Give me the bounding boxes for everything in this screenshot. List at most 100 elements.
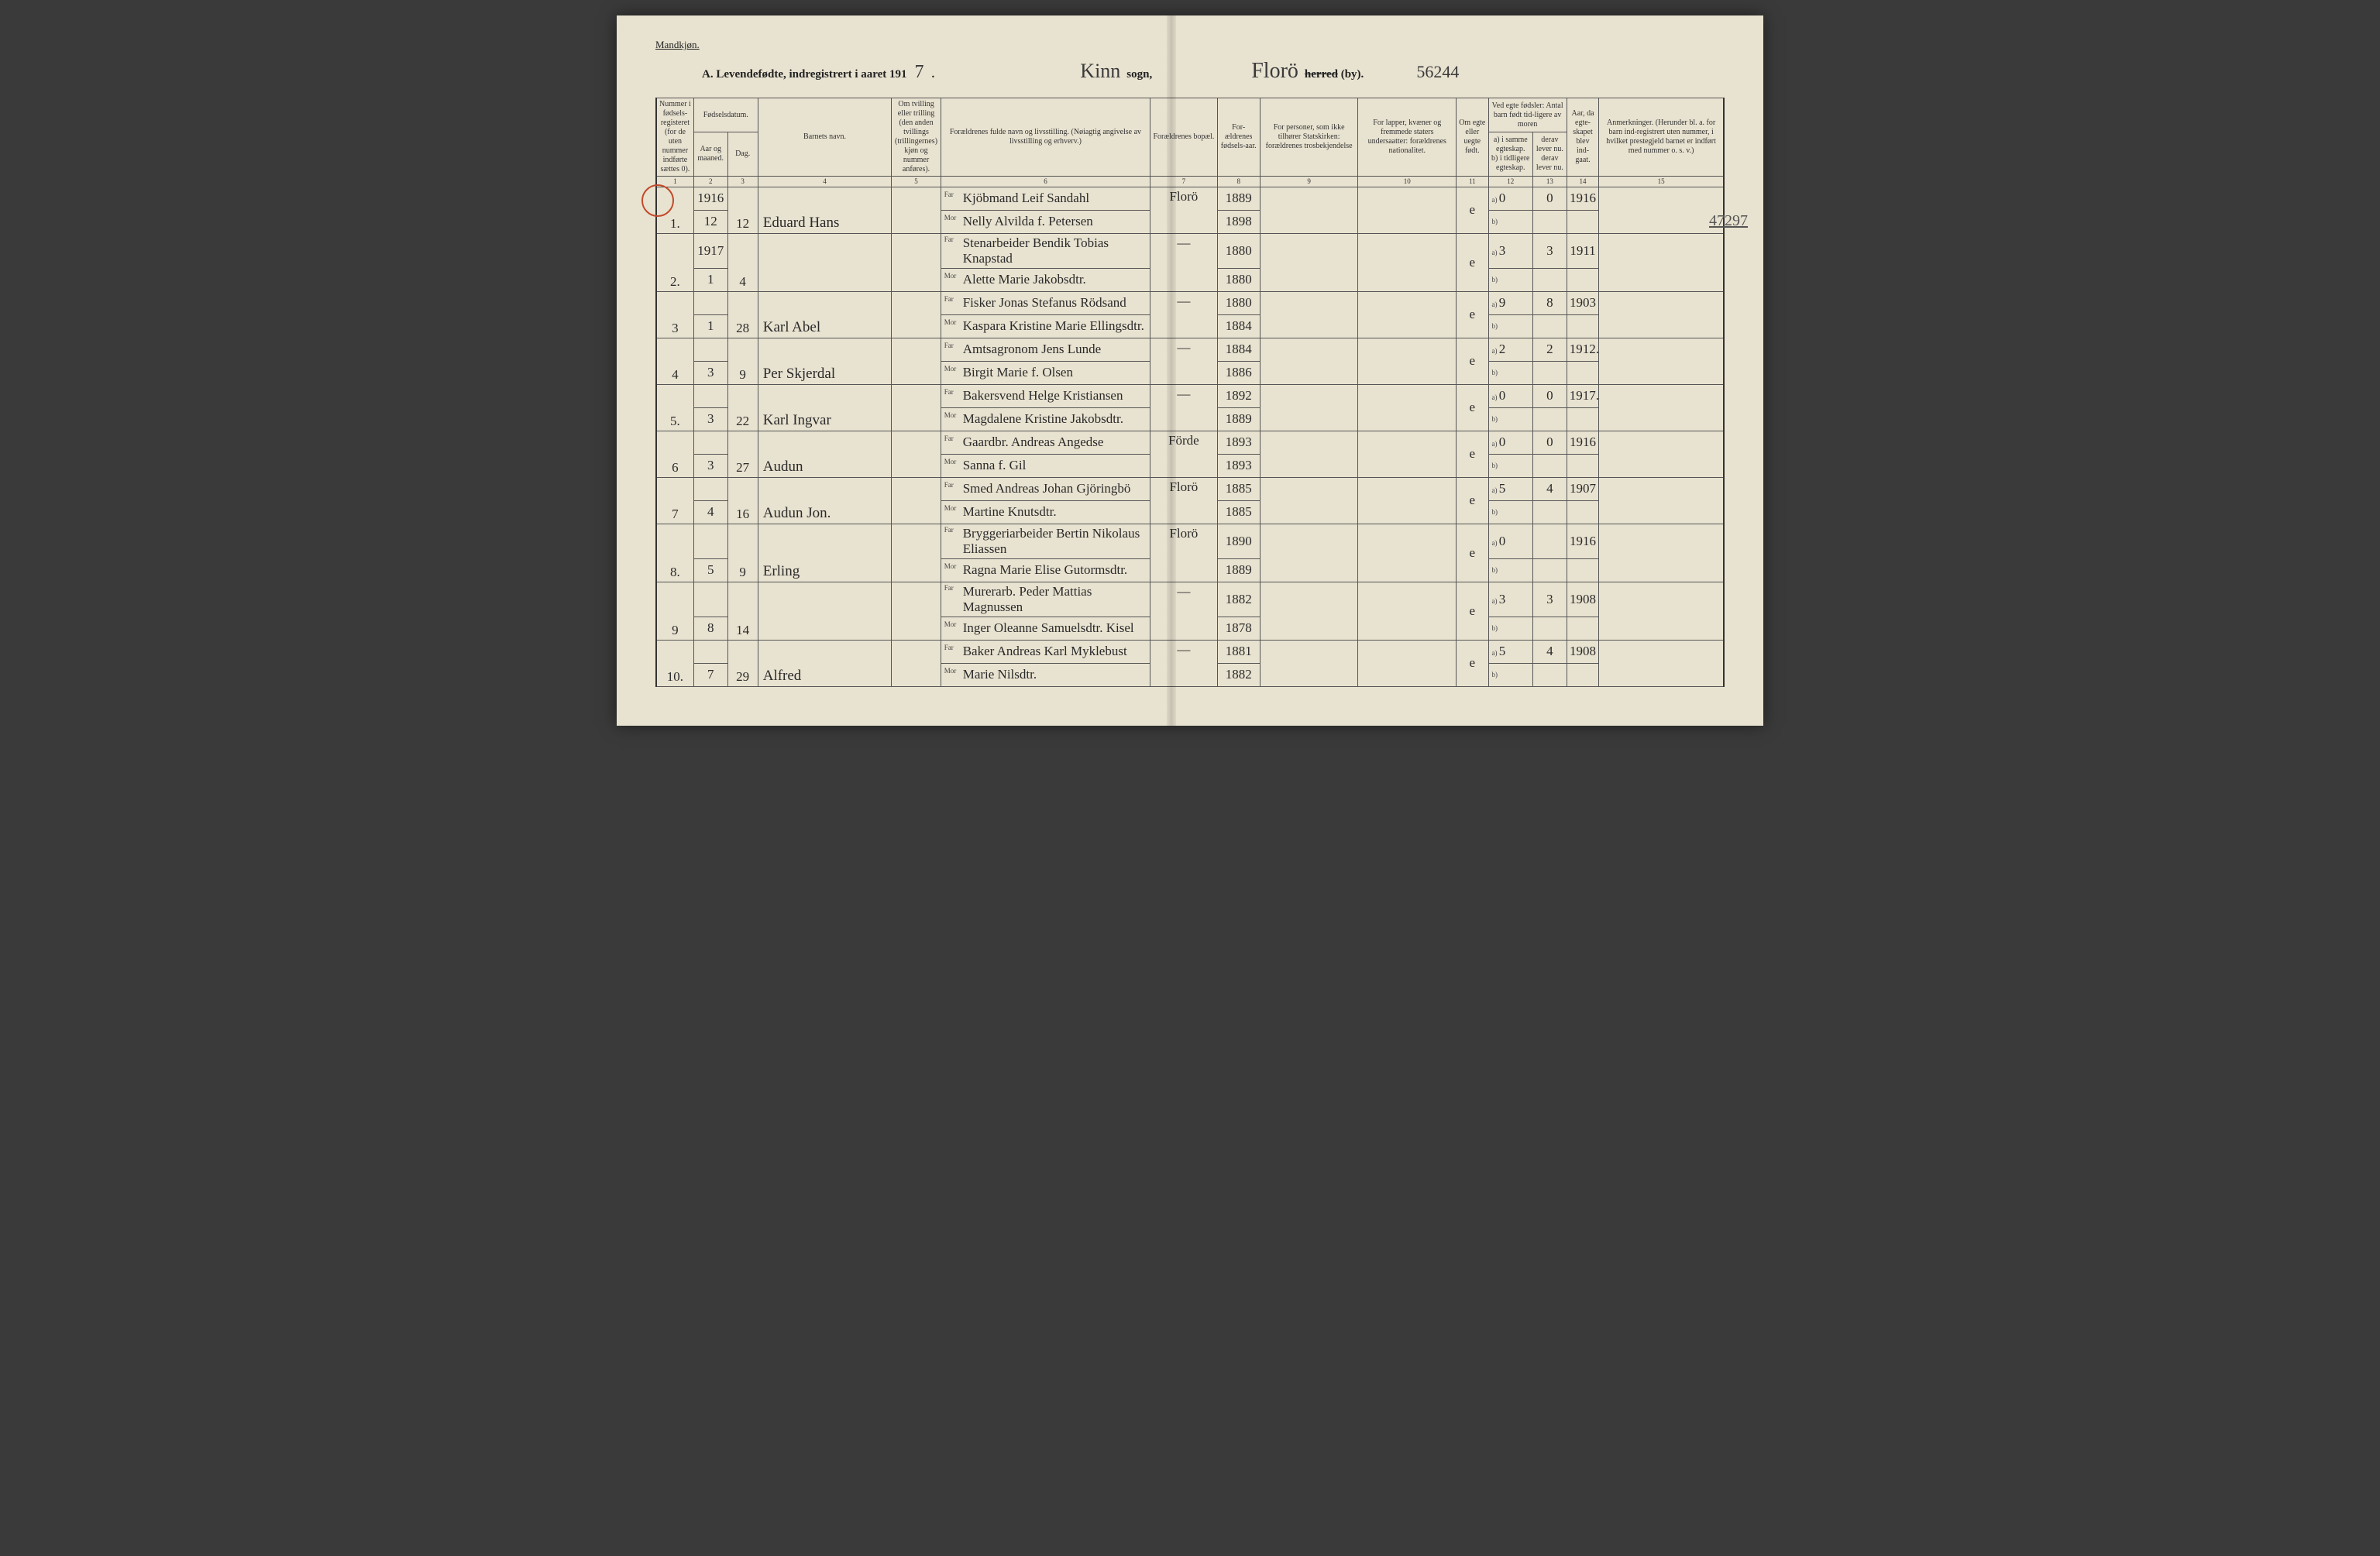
residence: Förde (1150, 431, 1217, 477)
year-month (693, 582, 727, 617)
remarks (1599, 524, 1724, 582)
residence: Florö (1150, 524, 1217, 582)
twin-col (892, 582, 941, 640)
child-name: Alfred (758, 640, 892, 686)
nationality (1358, 187, 1457, 233)
prior-children-a: a) 0 (1488, 431, 1533, 454)
prior-children-b: b) (1488, 210, 1533, 233)
marriage-year-b (1567, 314, 1598, 338)
col-6-header: Forældrenes fulde navn og livsstilling. … (941, 98, 1150, 177)
col-12-header: a) i samme egteskap. b) i tidligere egte… (1488, 132, 1533, 177)
father-birth-year: 1890 (1217, 524, 1260, 558)
twin-col (892, 384, 941, 431)
mother-birth-year: 1893 (1217, 454, 1260, 477)
month: 8 (693, 617, 727, 640)
living-children: 0 (1533, 187, 1567, 210)
father-birth-year: 1889 (1217, 187, 1260, 210)
year-month (693, 524, 727, 558)
margin-number: 47297 (1709, 212, 1748, 230)
table-row: 8.9ErlingFarBryggeriarbeider Bertin Niko… (656, 524, 1724, 558)
father-cell: FarFisker Jonas Stefanus Rödsand (941, 291, 1150, 314)
table-row: 1.191612Eduard HansFarKjöbmand Leif Sand… (656, 187, 1724, 210)
nationality (1358, 338, 1457, 384)
day: 16 (727, 477, 758, 524)
father-cell: FarBakersvend Helge Kristiansen (941, 384, 1150, 407)
living-b (1533, 500, 1567, 524)
living-children: 2 (1533, 338, 1567, 361)
entry-number: 6 (656, 431, 693, 477)
year-month: 1916 (693, 187, 727, 210)
entry-number: 2. (656, 233, 693, 291)
living-b (1533, 663, 1567, 686)
year-month (693, 384, 727, 407)
day: 22 (727, 384, 758, 431)
day: 28 (727, 291, 758, 338)
mother-cell: MorInger Oleanne Samuelsdtr. Kisel (941, 617, 1150, 640)
prior-children-a: a) 2 (1488, 338, 1533, 361)
prior-children-a: a) 5 (1488, 640, 1533, 663)
prior-children-b: b) (1488, 500, 1533, 524)
mother-cell: MorBirgit Marie f. Olsen (941, 361, 1150, 384)
entry-number: 9 (656, 582, 693, 640)
nationality (1358, 640, 1457, 686)
living-b (1533, 558, 1567, 582)
marriage-year: 1916 (1567, 187, 1598, 210)
entry-number: 5. (656, 384, 693, 431)
prior-children-a: a) 5 (1488, 477, 1533, 500)
herred-value: Florö (1251, 59, 1298, 84)
father-birth-year: 1880 (1217, 291, 1260, 314)
table-row: 716Audun Jon.FarSmed Andreas Johan Gjöri… (656, 477, 1724, 500)
col-num-13: 13 (1533, 177, 1567, 187)
child-name: Eduard Hans (758, 187, 892, 233)
father-birth-year: 1882 (1217, 582, 1260, 617)
col-num-2: 2 (693, 177, 727, 187)
entry-number: 4 (656, 338, 693, 384)
marriage-year-b (1567, 361, 1598, 384)
marriage-year-b (1567, 454, 1598, 477)
col-4-header: Barnets navn. (758, 98, 892, 177)
legitimate: e (1457, 640, 1488, 686)
month: 4 (693, 500, 727, 524)
living-children: 0 (1533, 431, 1567, 454)
remarks (1599, 291, 1724, 338)
father-birth-year: 1880 (1217, 233, 1260, 268)
living-children: 3 (1533, 233, 1567, 268)
legitimate: e (1457, 524, 1488, 582)
prior-children-a: a) 3 (1488, 233, 1533, 268)
title-prefix: A. Levendefødte, indregistrert i aaret 1… (702, 68, 907, 81)
prior-children-a: a) 0 (1488, 524, 1533, 558)
father-cell: FarBryggeriarbeider Bertin Nikolaus Elia… (941, 524, 1150, 558)
living-children: 8 (1533, 291, 1567, 314)
month: 1 (693, 314, 727, 338)
mother-cell: MorMagdalene Kristine Jakobsdtr. (941, 407, 1150, 431)
sogn-label: sogn, (1126, 68, 1152, 81)
title-line: A. Levendefødte, indregistrert i aaret 1… (702, 59, 1725, 84)
child-name: Karl Abel (758, 291, 892, 338)
child-name: Audun (758, 431, 892, 477)
legitimate: e (1457, 187, 1488, 233)
legitimate: e (1457, 291, 1488, 338)
mother-birth-year: 1889 (1217, 558, 1260, 582)
col-2-3-top: Fødselsdatum. (693, 98, 758, 132)
remarks (1599, 233, 1724, 291)
mother-birth-year: 1878 (1217, 617, 1260, 640)
register-page: 47297 Mandkjøn. A. Levendefødte, indregi… (617, 15, 1763, 726)
residence: — (1150, 338, 1217, 384)
register-table: Nummer i fødsels-registeret (for de uten… (655, 98, 1725, 687)
twin-col (892, 431, 941, 477)
col-13-header: derav lever nu. derav lever nu. (1533, 132, 1567, 177)
title-year: 7 (913, 62, 926, 83)
religion (1260, 291, 1358, 338)
residence: — (1150, 384, 1217, 431)
prior-children-b: b) (1488, 558, 1533, 582)
legitimate: e (1457, 582, 1488, 640)
col-15-header: Anmerkninger. (Herunder bl. a. for barn … (1599, 98, 1724, 177)
remarks (1599, 187, 1724, 233)
col-num-3: 3 (727, 177, 758, 187)
living-children: 4 (1533, 640, 1567, 663)
living-children: 0 (1533, 384, 1567, 407)
mother-birth-year: 1889 (1217, 407, 1260, 431)
table-row: 5.22Karl IngvarFarBakersvend Helge Krist… (656, 384, 1724, 407)
child-name: Per Skjerdal (758, 338, 892, 384)
marriage-year: 1907 (1567, 477, 1598, 500)
